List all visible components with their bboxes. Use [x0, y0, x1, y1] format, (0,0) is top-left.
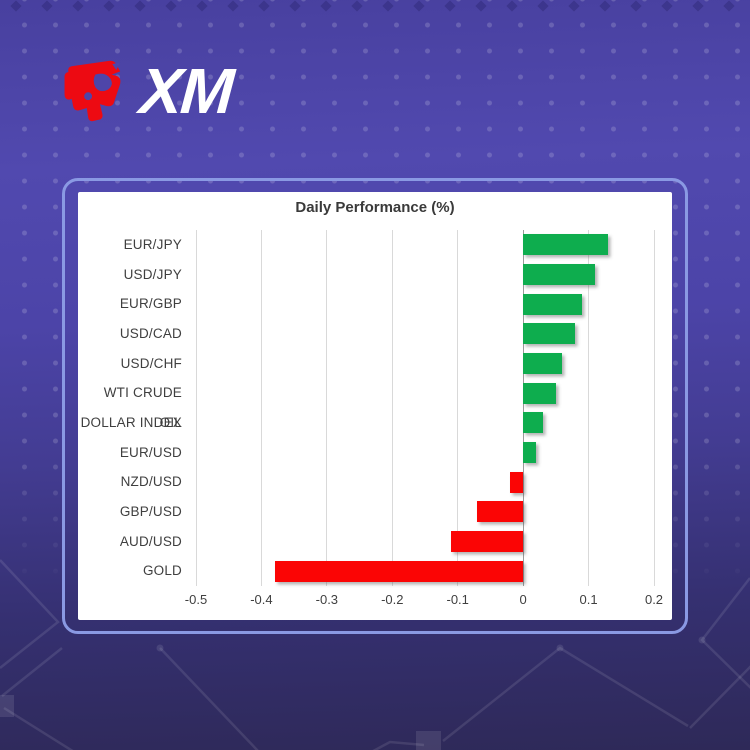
zero-axis-line	[522, 230, 524, 586]
xm-bull-icon	[64, 60, 121, 122]
category-label: USD/CAD	[119, 326, 182, 341]
gridline	[391, 230, 393, 586]
x-tick-label: 0.2	[644, 592, 664, 607]
category-label: AUD/USD	[119, 533, 182, 549]
chart-panel: Daily Performance (%) EUR/JPY USD/JPY EUR/…	[78, 192, 672, 620]
plot-area	[195, 230, 655, 586]
bar-dollar-index	[523, 412, 543, 434]
bar-usd-cad	[523, 323, 576, 345]
x-tick-label: -0.3	[315, 592, 339, 607]
category-label: WTI CRUDE OIL	[103, 385, 182, 430]
gridline	[326, 230, 328, 586]
chart-card: Daily Performance (%) EUR/JPY USD/JPY EUR/…	[62, 178, 688, 634]
x-tick-label: -0.1	[446, 592, 469, 607]
bar-usd-jpy	[523, 264, 596, 285]
gridline	[457, 230, 459, 586]
value-axis: -0.5 -0.4 -0.3 -0.2 -0.1 0 0.1 0.2	[185, 591, 663, 611]
x-tick-label: -0.4	[250, 592, 273, 607]
bar-aud-usd	[451, 531, 524, 552]
category-label: USD/CHF	[120, 355, 182, 371]
gridline	[195, 230, 197, 586]
bar-eur-jpy	[523, 234, 609, 256]
constellation-nodes	[0, 636, 706, 750]
bar-nzd-usd	[510, 471, 524, 493]
x-tick-label: 0	[519, 592, 527, 607]
daily-performance-chart: Daily Performance (%) EUR/JPY USD/JPY EUR/…	[78, 192, 672, 620]
chart-title: Daily Performance (%)	[295, 199, 455, 216]
gridline	[653, 230, 655, 586]
category-label: NZD/USD	[120, 474, 182, 490]
logo-wordmark: XM	[137, 55, 235, 127]
bar-eur-gbp	[523, 293, 583, 315]
category-label: GBP/USD	[119, 504, 182, 519]
x-tick-label: -0.2	[381, 592, 404, 607]
category-label: USD/JPY	[123, 266, 182, 282]
diamond-row	[0, 0, 750, 14]
bar-eur-usd	[523, 442, 537, 463]
x-tick-label: -0.5	[184, 592, 208, 607]
bar-gbp-usd	[477, 501, 524, 523]
gridline	[588, 230, 590, 586]
bar-wti-crude-oil	[523, 382, 556, 404]
category-label: DOLLAR INDEX	[80, 415, 182, 430]
category-label: EUR/USD	[119, 444, 182, 460]
bar-usd-chf	[523, 353, 563, 374]
category-label: GOLD	[142, 563, 182, 579]
category-label: EUR/JPY	[123, 237, 182, 252]
x-tick-label: 0.1	[579, 592, 598, 607]
bar-gold	[274, 560, 524, 582]
category-label: EUR/GBP	[119, 296, 182, 312]
xm-logo: XM	[58, 50, 235, 132]
category-axis: EUR/JPY USD/JPY EUR/GBP USD/CAD USD/CHF WTI C…	[78, 230, 182, 586]
constellation-pattern	[0, 559, 750, 750]
gridline	[260, 230, 262, 586]
